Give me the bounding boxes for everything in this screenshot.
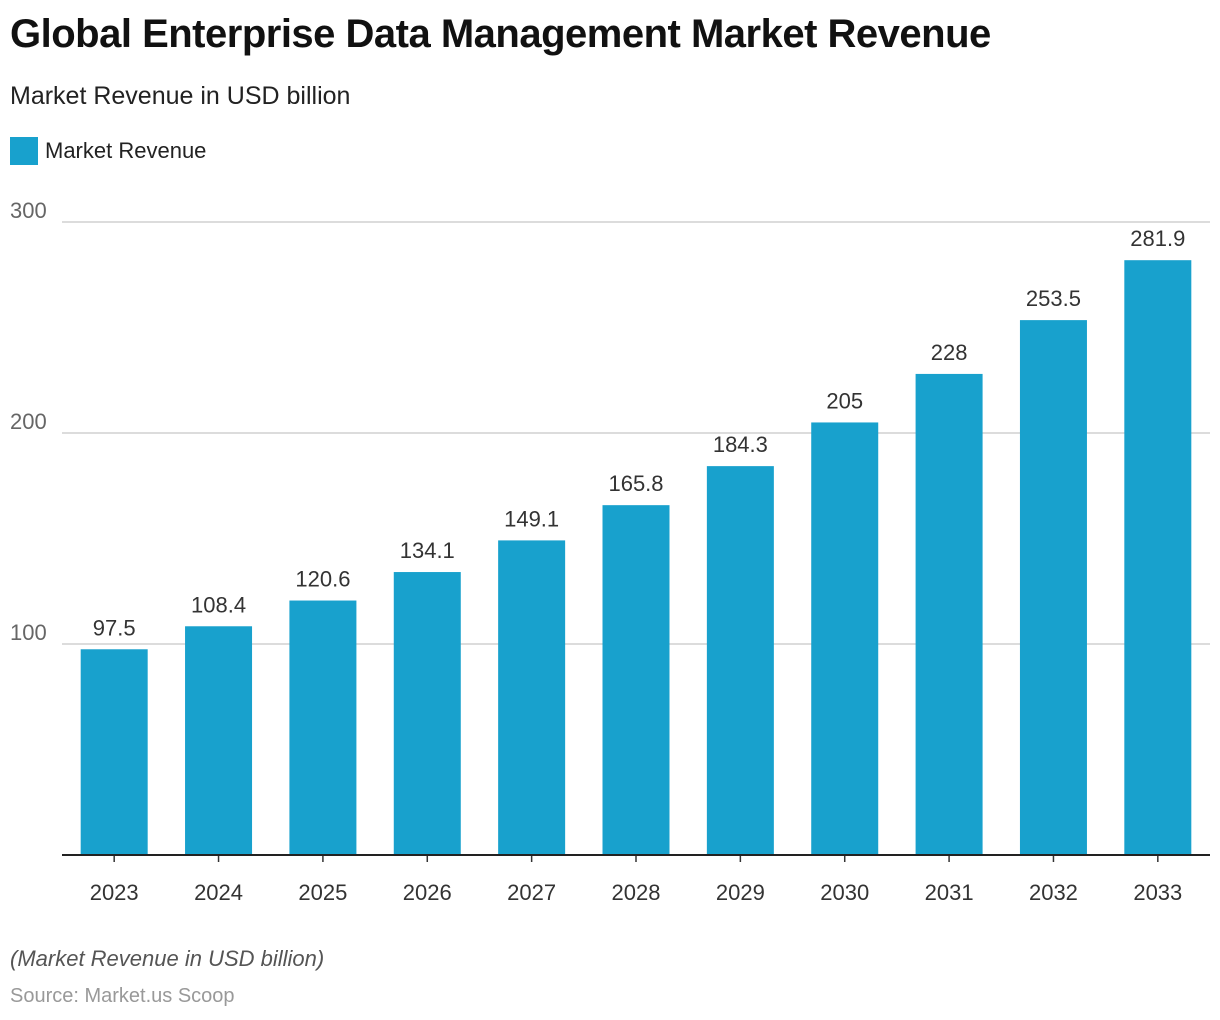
- data-label: 228: [931, 340, 968, 365]
- y-tick-label: 300: [10, 198, 47, 223]
- data-label: 205: [826, 388, 863, 413]
- y-tick-label: 100: [10, 620, 47, 645]
- bar-2024: [185, 626, 253, 855]
- bar-2029: [706, 466, 774, 855]
- data-label: 120.6: [295, 567, 350, 592]
- data-label: 281.9: [1130, 226, 1185, 251]
- x-tick-label: 2026: [403, 880, 452, 905]
- x-tick-label: 2023: [90, 880, 139, 905]
- bar-2025: [289, 600, 357, 855]
- bar-2031: [915, 373, 983, 855]
- bar-2033: [1124, 260, 1192, 855]
- bar-2032: [1019, 320, 1087, 855]
- legend: Market Revenue: [10, 137, 206, 165]
- x-tick-label: 2032: [1029, 880, 1078, 905]
- y-tick-label: 200: [10, 409, 47, 434]
- data-label: 184.3: [713, 432, 768, 457]
- x-tick-label: 2029: [716, 880, 765, 905]
- legend-label: Market Revenue: [45, 138, 207, 163]
- footer-note: (Market Revenue in USD billion): [10, 946, 325, 971]
- x-tick-label: 2031: [925, 880, 974, 905]
- x-tick-label: 2027: [507, 880, 556, 905]
- data-label: 97.5: [93, 615, 136, 640]
- x-tick-label: 2030: [820, 880, 869, 905]
- source: Source: Market.us Scoop: [10, 985, 235, 1007]
- data-label: 134.1: [400, 538, 455, 563]
- bar-2026: [393, 572, 461, 855]
- bar-2028: [602, 505, 670, 855]
- data-label: 253.5: [1026, 286, 1081, 311]
- data-label: 108.4: [191, 592, 246, 617]
- bar-2027: [498, 540, 566, 855]
- chart-title: Global Enterprise Data Management Market…: [10, 12, 991, 56]
- bar-2030: [811, 422, 879, 855]
- chart-subtitle: Market Revenue in USD billion: [10, 82, 351, 110]
- x-tick-label: 2033: [1133, 880, 1182, 905]
- bar-2023: [80, 649, 148, 855]
- data-label: 165.8: [608, 471, 663, 496]
- x-tick-label: 2024: [194, 880, 243, 905]
- x-tick-label: 2028: [612, 880, 661, 905]
- data-label: 149.1: [504, 506, 559, 531]
- x-tick-label: 2025: [298, 880, 347, 905]
- legend-swatch: [10, 137, 38, 165]
